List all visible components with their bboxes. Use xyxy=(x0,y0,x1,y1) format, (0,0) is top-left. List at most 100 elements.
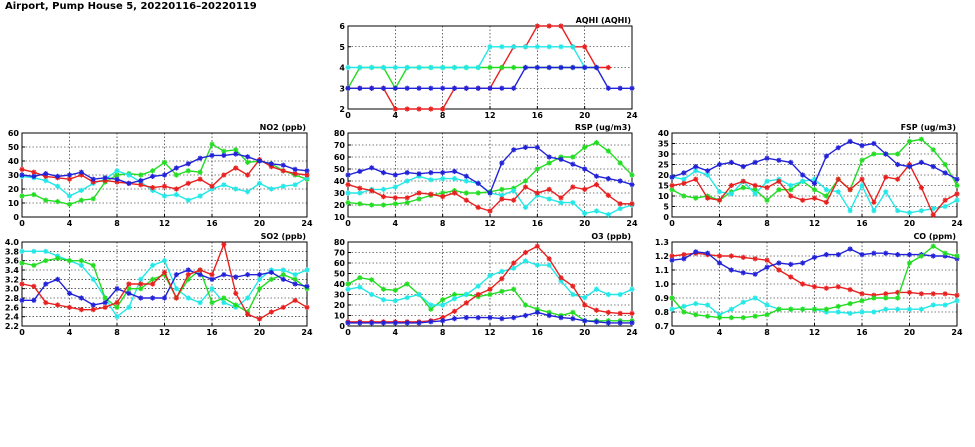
data-point xyxy=(669,295,675,301)
data-point xyxy=(847,187,853,193)
y-tick-label: 0 xyxy=(13,213,19,222)
data-point xyxy=(78,197,84,203)
data-point xyxy=(209,286,215,292)
data-point xyxy=(558,315,564,321)
data-point xyxy=(511,44,517,50)
data-point xyxy=(522,178,529,184)
data-point xyxy=(114,172,120,178)
x-tick-label: 16 xyxy=(532,328,544,337)
data-point xyxy=(416,196,422,202)
data-point xyxy=(221,272,227,278)
data-point xyxy=(487,273,493,279)
data-point xyxy=(197,193,203,199)
data-point xyxy=(511,265,517,271)
data-point xyxy=(102,295,108,301)
y-tick-label: 40 xyxy=(334,280,346,289)
data-point xyxy=(942,203,948,210)
data-point xyxy=(138,276,144,282)
o3-series-cyan xyxy=(345,258,635,308)
data-point xyxy=(788,187,794,193)
data-point xyxy=(78,258,84,264)
data-point xyxy=(392,172,398,178)
data-point xyxy=(404,195,410,201)
data-point xyxy=(728,182,734,189)
y-tick-label: 70 xyxy=(334,249,346,258)
data-point xyxy=(681,176,687,182)
data-point xyxy=(404,320,410,326)
data-point xyxy=(918,185,924,191)
rsp-series-red xyxy=(345,182,635,214)
data-point xyxy=(233,151,239,157)
data-point xyxy=(463,64,469,71)
data-point xyxy=(440,176,446,182)
data-point xyxy=(404,178,410,184)
data-point xyxy=(693,164,699,170)
data-point xyxy=(764,312,770,318)
data-point xyxy=(883,174,889,180)
so2-series-red xyxy=(19,241,310,322)
data-point xyxy=(66,176,73,182)
data-point xyxy=(593,182,600,188)
data-point xyxy=(451,308,458,314)
data-point xyxy=(280,162,286,168)
data-point xyxy=(43,300,49,306)
data-point xyxy=(522,302,529,308)
data-point xyxy=(475,204,481,210)
aqhi-series-blue xyxy=(345,64,635,91)
data-point xyxy=(90,176,96,182)
data-point xyxy=(593,286,600,292)
data-point xyxy=(823,309,829,315)
data-point xyxy=(522,184,529,190)
data-point xyxy=(546,312,552,319)
data-point xyxy=(918,253,924,259)
data-point xyxy=(800,306,806,312)
data-point xyxy=(669,306,675,312)
y-tick-label: 60 xyxy=(8,129,20,138)
data-point xyxy=(895,252,901,258)
data-point xyxy=(847,301,853,307)
data-point xyxy=(345,172,351,178)
data-point xyxy=(221,152,227,158)
data-point xyxy=(918,159,924,165)
data-point xyxy=(582,166,588,172)
data-point xyxy=(345,85,351,91)
data-point xyxy=(392,287,398,293)
data-point xyxy=(31,297,37,303)
data-point xyxy=(835,303,841,309)
data-point xyxy=(681,170,687,176)
data-point xyxy=(221,241,227,247)
data-point xyxy=(369,188,375,194)
data-point xyxy=(345,200,351,206)
data-point xyxy=(150,295,156,301)
data-point xyxy=(292,281,298,287)
data-point xyxy=(233,290,239,296)
x-tick-label: 20 xyxy=(579,219,591,228)
data-point xyxy=(43,171,49,177)
data-point xyxy=(428,191,434,197)
data-point xyxy=(511,315,517,321)
data-point xyxy=(428,319,434,325)
y-tick-label: 1.3 xyxy=(655,238,669,247)
data-point xyxy=(138,286,144,292)
data-point xyxy=(942,302,948,308)
data-point xyxy=(823,199,829,205)
data-point xyxy=(369,85,375,91)
data-point xyxy=(428,177,434,183)
data-point xyxy=(185,295,191,301)
data-point xyxy=(487,286,493,292)
data-point xyxy=(906,138,913,144)
data-point xyxy=(138,281,144,287)
data-point xyxy=(669,257,675,263)
data-point xyxy=(161,295,168,301)
x-tick-label: 0 xyxy=(669,328,675,337)
data-point xyxy=(522,44,529,50)
data-point xyxy=(558,275,564,281)
data-point xyxy=(380,64,387,71)
data-point xyxy=(292,182,298,188)
data-point xyxy=(629,286,635,292)
data-point xyxy=(487,291,493,298)
data-point xyxy=(629,172,635,178)
y-tick-label: 2 xyxy=(339,105,345,114)
data-point xyxy=(776,306,782,312)
co-series-red xyxy=(669,250,960,298)
